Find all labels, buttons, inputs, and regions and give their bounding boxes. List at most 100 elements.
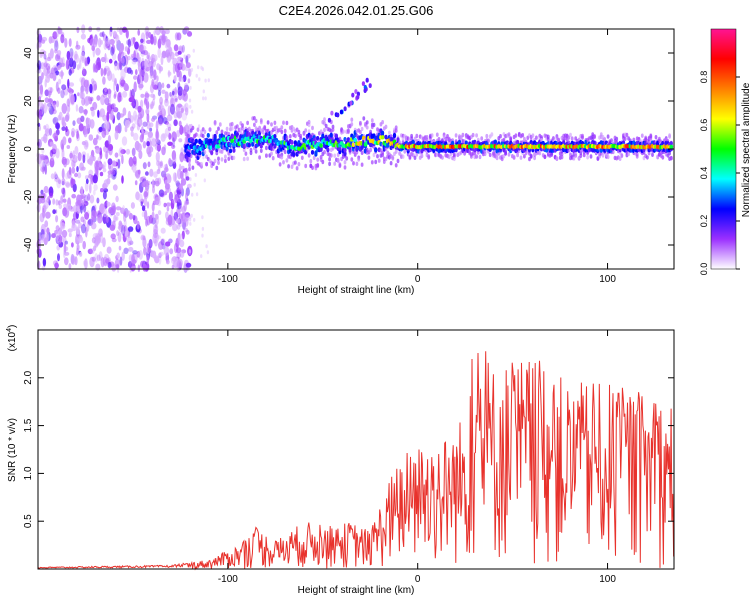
noise-cell [173, 75, 177, 82]
noise-cell [107, 143, 114, 152]
carrier-halo [413, 155, 417, 160]
noise-cell [177, 232, 181, 242]
carrier-halo [220, 129, 224, 134]
noise-cell [96, 134, 99, 140]
carrier-halo [283, 128, 287, 134]
carrier-halo [307, 129, 311, 134]
carrier-halo [242, 156, 246, 162]
noise-cell [78, 123, 84, 132]
noise-cell [89, 183, 92, 194]
carrier-halo [230, 121, 234, 127]
snr-y-label: SNR (10 * v/v) [7, 418, 18, 482]
noise-cell [104, 87, 108, 93]
carrier-halo [606, 134, 610, 139]
carrier-halo [311, 165, 314, 170]
noise-cell [102, 190, 107, 200]
noise-cell [164, 98, 169, 107]
noise-cell [171, 264, 175, 270]
snr-unit-label: (x104) [6, 325, 18, 352]
noise-cell [137, 105, 142, 113]
carrier-halo [415, 133, 419, 139]
noise-cell [171, 198, 177, 204]
noise-cell [101, 127, 107, 139]
noise-cell [161, 146, 166, 156]
carrier-halo [569, 132, 572, 138]
noise-cell [205, 244, 208, 249]
noise-cell [133, 50, 136, 60]
noise-cell [137, 62, 141, 72]
spur-cell [336, 112, 340, 118]
carrier-halo [519, 155, 523, 160]
noise-cell [86, 221, 90, 232]
noise-cell [115, 216, 119, 221]
carrier-halo [232, 155, 236, 160]
noise-cell [137, 113, 143, 120]
noise-cell [119, 256, 123, 266]
carrier-halo [329, 153, 333, 158]
noise-cell [97, 156, 102, 164]
carrier-halo [300, 155, 304, 160]
noise-cell [114, 152, 119, 158]
carrier-halo [570, 136, 574, 141]
noise-cell [121, 251, 125, 261]
noise-cell [153, 35, 157, 46]
noise-cell [88, 173, 93, 179]
noise-cell [105, 40, 112, 45]
noise-cell [176, 252, 181, 259]
noise-cell [95, 47, 101, 56]
carrier-cell [381, 130, 385, 136]
noise-cell [149, 168, 154, 177]
carrier-halo [246, 156, 250, 161]
snr-y-tick-label: 1.5 [23, 418, 34, 432]
carrier-halo [658, 136, 661, 142]
carrier-halo [606, 154, 610, 160]
noise-cell [155, 213, 160, 225]
noise-cell [140, 201, 143, 207]
noise-cell [48, 199, 51, 206]
noise-cell [71, 193, 77, 199]
carrier-halo [311, 125, 314, 131]
noise-cell [110, 233, 116, 240]
noise-cell [91, 45, 95, 51]
noise-cell [54, 262, 59, 269]
carrier-halo [191, 125, 195, 131]
carrier-halo [521, 133, 525, 138]
carrier-halo [437, 137, 441, 142]
carrier-halo [201, 133, 205, 139]
carrier-halo [253, 122, 256, 128]
noise-cell [60, 69, 64, 80]
noise-cell [188, 68, 192, 77]
noise-cell [141, 211, 145, 218]
noise-cell [132, 36, 136, 45]
carrier-halo [265, 153, 268, 158]
carrier-halo [338, 136, 342, 142]
noise-cell [52, 132, 59, 140]
noise-cell [185, 123, 189, 131]
spur-cell [365, 77, 369, 83]
noise-cell [131, 147, 136, 157]
noise-cell [164, 91, 169, 101]
noise-cell [187, 78, 191, 84]
carrier-halo [627, 151, 630, 157]
noise-cell [181, 112, 187, 121]
noise-cell [177, 86, 183, 96]
noise-cell [156, 144, 161, 152]
noise-cell [43, 159, 49, 165]
carrier-halo [475, 133, 478, 138]
noise-cell [185, 214, 190, 222]
noise-cell [154, 143, 161, 151]
noise-cell [52, 31, 58, 40]
carrier-halo [230, 126, 234, 131]
carrier-halo [341, 129, 345, 134]
noise-cell [54, 172, 58, 178]
noise-cell [75, 205, 81, 214]
noise-cell [55, 53, 61, 62]
carrier-cell [225, 145, 229, 151]
noise-cell [193, 182, 196, 187]
carrier-halo [188, 166, 191, 172]
noise-cell [183, 103, 187, 112]
noise-cell [180, 165, 185, 170]
carrier-halo [649, 134, 653, 139]
spectrogram-x-tick-label: 100 [599, 274, 616, 285]
noise-cell [39, 84, 44, 95]
